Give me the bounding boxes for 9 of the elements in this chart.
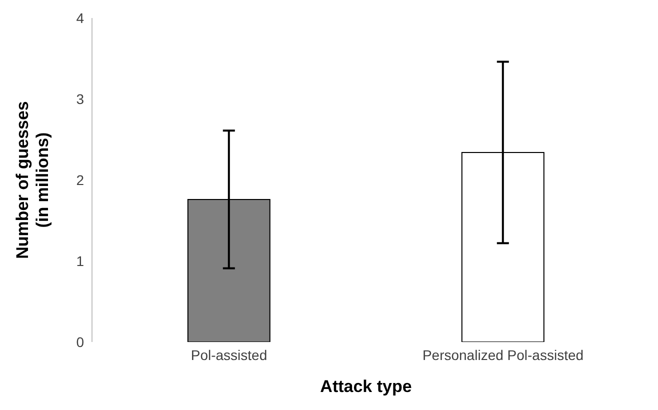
y-tick-label: 0 [76,334,84,350]
y-tick-label: 2 [76,172,84,188]
y-tick-label: 1 [76,252,84,269]
x-tick-label: Personalized Pol-assisted [422,346,584,363]
y-axis-title: Number of guesses (in millions) [13,101,52,259]
y-tick-label: 4 [76,10,84,26]
y-tick-label: 3 [76,90,84,107]
x-tick-label: Pol-assisted [190,346,268,363]
x-axis-title: Attack type [320,377,412,396]
